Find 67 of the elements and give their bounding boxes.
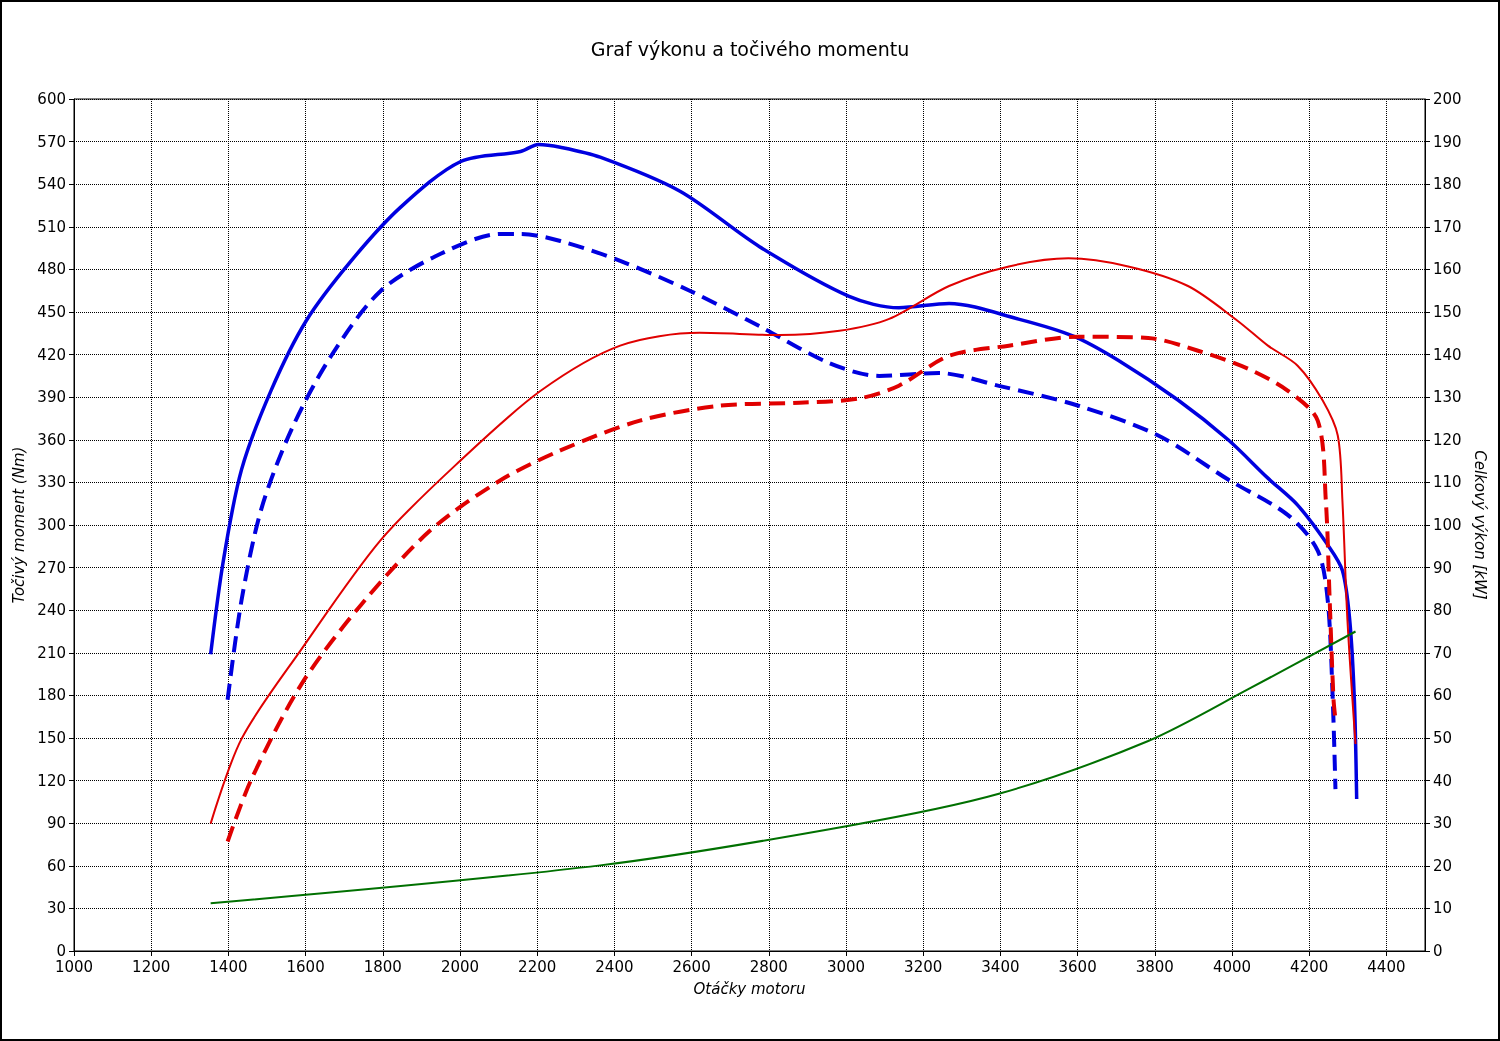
y2-tick-label: 200 <box>1433 90 1462 108</box>
x-tick-label: 2800 <box>749 957 788 976</box>
y-tick-label: 510 <box>37 217 66 236</box>
y-tick-label: 30 <box>46 899 66 918</box>
x-tick-label: 1000 <box>54 957 94 976</box>
x-tick-label: 2400 <box>595 957 634 976</box>
chart-title: Graf výkonu a točivého momentu <box>590 37 910 60</box>
y2-tick-label: 150 <box>1433 303 1462 321</box>
x-tick-label: 1200 <box>132 957 171 976</box>
y-tick-label: 150 <box>37 729 66 747</box>
x-tick-label: 1600 <box>286 957 325 976</box>
y-tick-label: 300 <box>37 516 66 534</box>
y-tick-label: 480 <box>37 260 66 279</box>
y2-tick-label: 100 <box>1433 516 1462 534</box>
y-tick-label: 600 <box>37 90 66 108</box>
y2-tick-label: 180 <box>1433 175 1462 194</box>
y-tick-label: 570 <box>37 132 66 151</box>
y2-tick-label: 170 <box>1433 217 1462 236</box>
line-series <box>209 630 1357 905</box>
y2-tick-label: 0 <box>1433 942 1443 960</box>
y2-tick-label: 70 <box>1433 643 1453 662</box>
line-series <box>225 334 1338 844</box>
y-tick-label: 60 <box>46 856 66 875</box>
y2-tick-label: 50 <box>1433 729 1453 747</box>
x-tick-label: 4200 <box>1290 957 1329 976</box>
x-tick-label: 1400 <box>209 957 248 976</box>
y-tick-label: 240 <box>37 601 66 620</box>
y-tick-label: 390 <box>37 388 66 407</box>
y-tick-label: 540 <box>37 175 66 194</box>
line-series <box>208 142 1359 801</box>
y-tick-label: 210 <box>37 643 66 662</box>
y2-tick-label: 110 <box>1433 473 1462 492</box>
y2-tick-label: 90 <box>1433 558 1453 577</box>
x-tick-label: 4400 <box>1367 957 1406 976</box>
y-tick-label: 420 <box>37 345 66 364</box>
x-tick-label: 2000 <box>440 957 480 976</box>
y2-tick-label: 130 <box>1433 388 1462 407</box>
y-tick-label: 330 <box>37 473 66 492</box>
y2-tick-label: 190 <box>1433 132 1462 151</box>
y2-tick-label: 20 <box>1433 856 1453 875</box>
x-tick-label: 1800 <box>363 957 402 976</box>
y2-axis-title: Celkový výkon [kW] <box>1471 450 1490 600</box>
x-tick-label: 2200 <box>518 957 557 976</box>
y2-tick-label: 120 <box>1433 430 1462 449</box>
x-tick-label: 3600 <box>1058 957 1097 976</box>
y-axis-title: Točivý moment (Nm) <box>9 446 28 604</box>
y2-tick-label: 80 <box>1433 601 1453 620</box>
y2-tick-label: 40 <box>1433 771 1453 790</box>
x-tick-label: 3200 <box>904 957 943 976</box>
y2-tick-label: 30 <box>1433 814 1453 833</box>
y-tick-label: 360 <box>37 430 66 449</box>
x-tick-label: 3000 <box>826 957 866 976</box>
y2-tick-label: 10 <box>1433 899 1453 918</box>
x-tick-label: 2600 <box>672 957 711 976</box>
y-tick-label: 120 <box>37 771 66 790</box>
y-tick-label: 450 <box>37 303 66 321</box>
y2-tick-label: 140 <box>1433 345 1462 364</box>
y-tick-label: 270 <box>37 558 66 577</box>
y-tick-label: 180 <box>37 686 66 705</box>
y2-tick-label: 60 <box>1433 686 1453 705</box>
y-tick-label: 0 <box>56 942 66 960</box>
x-tick-label: 3400 <box>981 957 1020 976</box>
x-tick-label: 4000 <box>1212 957 1252 976</box>
x-tick-label: 3800 <box>1135 957 1174 976</box>
x-axis-title: Otáčky motoru <box>693 979 806 998</box>
y-tick-label: 90 <box>46 814 66 833</box>
y2-tick-label: 160 <box>1433 260 1462 279</box>
